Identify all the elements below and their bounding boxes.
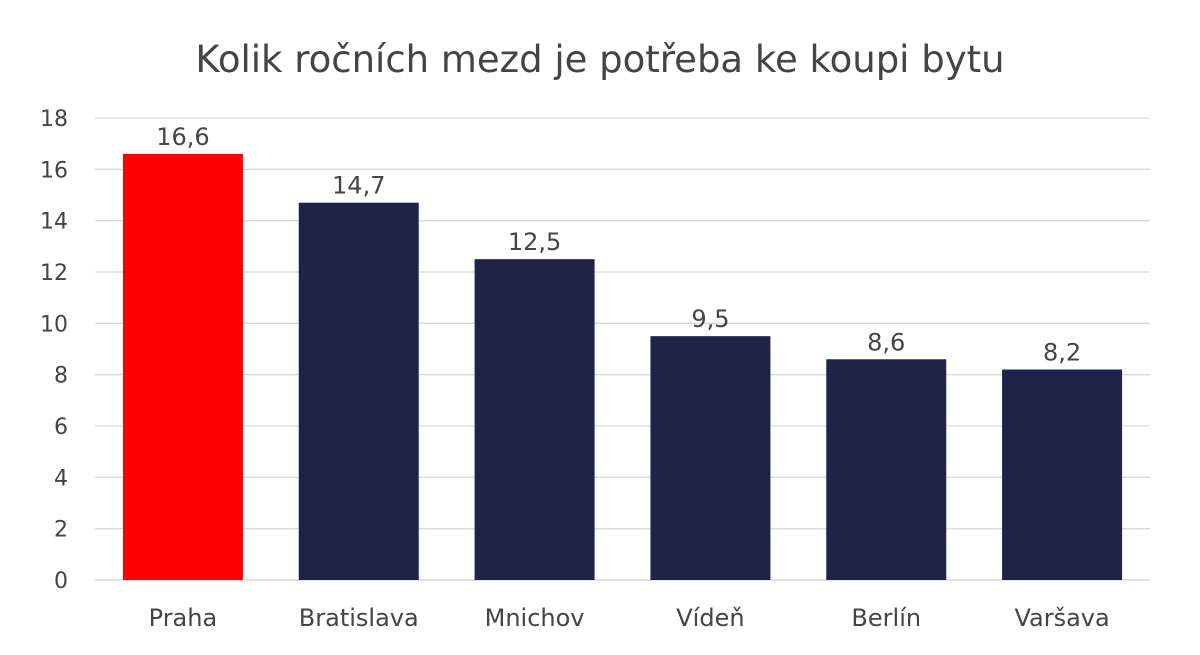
y-tick-label: 18 bbox=[40, 107, 68, 132]
data-label: 8,2 bbox=[1043, 339, 1081, 367]
bar-berlín bbox=[826, 359, 947, 580]
data-label: 8,6 bbox=[867, 328, 905, 356]
y-tick-label: 14 bbox=[40, 210, 68, 235]
bar-praha bbox=[122, 153, 243, 580]
y-axis-tick-labels: 0 2 4 6 8 10 12 14 16 18 bbox=[40, 107, 68, 594]
y-tick-label: 16 bbox=[40, 158, 68, 183]
x-axis-category-labels: Praha Bratislava Mnichov Vídeň Berlín Varšava bbox=[149, 604, 1110, 632]
category-label: Bratislava bbox=[299, 604, 419, 632]
category-label: Berlín bbox=[851, 604, 921, 632]
bar-mnichov bbox=[474, 259, 595, 580]
category-label: Vídeň bbox=[676, 604, 744, 632]
chart-title: Kolik ročních mezd je potřeba ke koupi b… bbox=[195, 38, 1005, 81]
bar-varšava bbox=[1002, 369, 1123, 580]
y-tick-label: 6 bbox=[54, 415, 68, 440]
category-label: Praha bbox=[149, 604, 218, 632]
y-tick-label: 4 bbox=[54, 466, 68, 491]
bars bbox=[122, 153, 1123, 580]
data-label: 12,5 bbox=[508, 228, 561, 256]
y-tick-label: 0 bbox=[54, 569, 68, 594]
category-label: Varšava bbox=[1014, 604, 1109, 632]
y-tick-label: 10 bbox=[40, 312, 68, 337]
y-tick-label: 12 bbox=[40, 261, 68, 286]
data-labels: 16,6 14,7 12,5 9,5 8,6 8,2 bbox=[156, 123, 1081, 367]
y-tick-label: 8 bbox=[54, 364, 68, 389]
bar-bratislava bbox=[298, 202, 419, 580]
data-label: 14,7 bbox=[332, 172, 385, 200]
data-label: 9,5 bbox=[691, 305, 729, 333]
data-label: 16,6 bbox=[156, 123, 209, 151]
category-label: Mnichov bbox=[485, 604, 585, 632]
y-tick-label: 2 bbox=[54, 518, 68, 543]
bar-vídeň bbox=[650, 336, 771, 580]
gridlines bbox=[95, 117, 1150, 581]
